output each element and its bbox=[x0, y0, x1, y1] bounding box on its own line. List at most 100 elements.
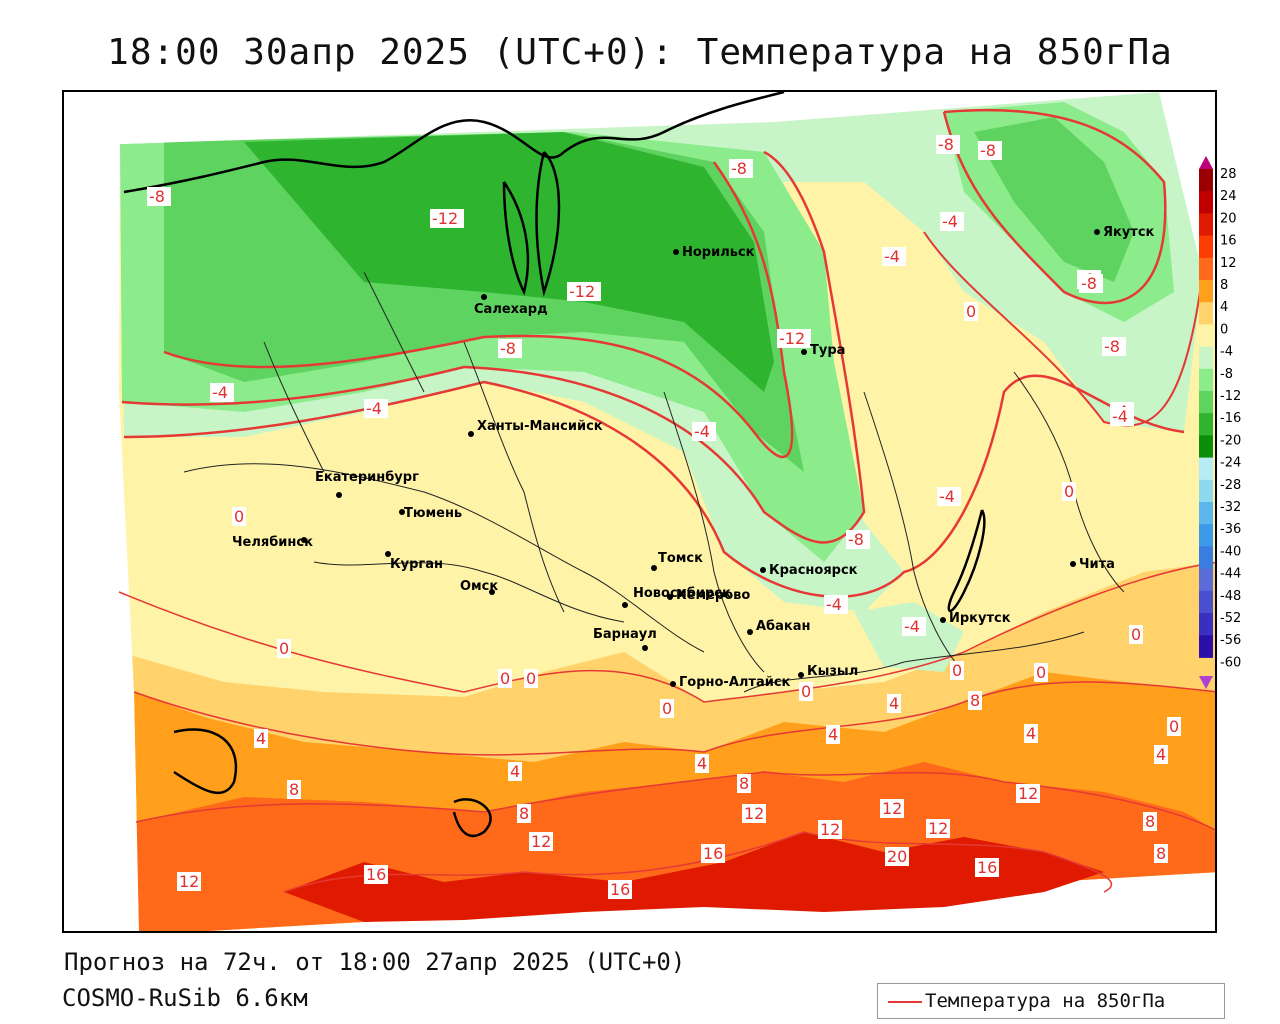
coastline bbox=[123, 92, 986, 838]
contour-value-label: 12 bbox=[818, 820, 842, 839]
lake-west bbox=[173, 728, 238, 794]
colorbar-swatch bbox=[1199, 613, 1213, 636]
contour-label-background bbox=[964, 302, 978, 321]
contour-label-text: 0 bbox=[279, 639, 289, 658]
colorbar-swatch bbox=[1199, 213, 1213, 237]
contour-label-text: 12 bbox=[820, 820, 840, 839]
contour-value-label: 0 bbox=[524, 669, 538, 688]
city-name: Кызыл bbox=[807, 664, 858, 679]
city-name: Якутск bbox=[1103, 225, 1155, 240]
contour-value-label: -4 bbox=[364, 399, 388, 418]
contour-label-text: -4 bbox=[694, 422, 710, 441]
contour-label-text: -12 bbox=[569, 282, 595, 301]
contour-value-label: 8 bbox=[1154, 844, 1168, 863]
contour-label-text: 0 bbox=[1169, 717, 1179, 736]
contour-label-text: 8 bbox=[1145, 812, 1155, 831]
contour-value-label: -4 bbox=[824, 595, 848, 614]
contour-label-background bbox=[430, 209, 464, 228]
contour-value-label: 0 bbox=[1062, 482, 1076, 501]
contour-label-text: -4 bbox=[212, 383, 228, 402]
contour-label-text: 4 bbox=[1026, 724, 1036, 743]
coastline-arctic bbox=[123, 92, 785, 194]
contour-label-text: -8 bbox=[1081, 274, 1097, 293]
colorbar-swatch bbox=[1199, 169, 1213, 192]
city-dot bbox=[622, 602, 628, 608]
contour-label-text: 8 bbox=[1156, 844, 1166, 863]
contour-12 bbox=[283, 831, 1113, 893]
contour-label-text: -4 bbox=[942, 212, 958, 231]
colorbar-tick-label: -60 bbox=[1220, 655, 1241, 670]
contour-value-label: -4 bbox=[692, 422, 716, 441]
city-name: Горно-Алтайск bbox=[679, 675, 791, 690]
colorbar: 28 24 20 16 12 8 4 0 -4 -8 -12 -16 -20 -24 -28 -32 -36 -4… bbox=[1199, 156, 1241, 689]
contour-m8 bbox=[121, 150, 866, 544]
contour-value-label: -8 bbox=[1079, 274, 1103, 293]
border-7 bbox=[263, 341, 325, 473]
colorbar-tick-label: -8 bbox=[1220, 367, 1233, 382]
city-name: Красноярск bbox=[769, 563, 858, 578]
contour-label-background bbox=[882, 247, 906, 266]
colorbar-tick-label: -4 bbox=[1220, 345, 1233, 360]
contour-4 bbox=[133, 681, 1215, 756]
contour-value-label: 8 bbox=[517, 804, 531, 823]
contour-label-text: 0 bbox=[952, 661, 962, 680]
legend: Температура на 850гПа bbox=[877, 983, 1225, 1019]
colorbar-tick-label: -12 bbox=[1220, 389, 1241, 404]
contour-label-background bbox=[887, 694, 901, 713]
border-5 bbox=[863, 391, 965, 673]
colorbar-swatch bbox=[1199, 235, 1213, 259]
colorbar-swatch bbox=[1199, 368, 1213, 392]
contour-label-background bbox=[177, 872, 201, 891]
city-marker: Кемерово bbox=[667, 588, 750, 603]
colorbar-tick-label: 0 bbox=[1220, 322, 1228, 337]
city-dot bbox=[399, 509, 405, 515]
contour-label-background bbox=[660, 699, 674, 718]
contour-label-text: 8 bbox=[289, 780, 299, 799]
city-marker: Екатеринбург bbox=[315, 470, 419, 498]
colorbar-tick-label: 4 bbox=[1220, 300, 1228, 315]
outside-domain-west bbox=[64, 92, 139, 931]
contour-label-text: 0 bbox=[662, 699, 672, 718]
contour-label-text: 0 bbox=[1131, 625, 1141, 644]
city-name: Тюмень bbox=[404, 506, 462, 521]
contour-value-label: -4 bbox=[882, 247, 906, 266]
contour-label-text: 4 bbox=[828, 725, 838, 744]
contour-value-label: -8 bbox=[978, 141, 1002, 160]
contour-value-label: -8 bbox=[936, 135, 960, 154]
contour-value-label: -4 bbox=[937, 487, 961, 506]
contour-label-background bbox=[1143, 812, 1157, 831]
contour-value-label: 4 bbox=[1024, 724, 1038, 743]
contour-label-background bbox=[937, 487, 961, 506]
city-dot bbox=[667, 594, 673, 600]
contour-value-label: -8 bbox=[729, 159, 753, 178]
contour-value-label: 0 bbox=[498, 669, 512, 688]
colorbar-swatch bbox=[1199, 346, 1213, 370]
contour-value-label: 8 bbox=[968, 691, 982, 710]
contour-label-background bbox=[1154, 844, 1168, 863]
band-m12-east bbox=[974, 117, 1134, 282]
contour-label-background bbox=[1034, 663, 1048, 682]
city-name: Барнаул bbox=[593, 627, 657, 642]
contour-label-background bbox=[729, 159, 753, 178]
contour-label-background bbox=[826, 725, 840, 744]
lake-baikal bbox=[947, 509, 986, 613]
contour-value-label: 0 bbox=[1034, 663, 1048, 682]
contour-label-background bbox=[902, 617, 926, 636]
city-name: Чита bbox=[1079, 557, 1115, 572]
city-marker: Норильск bbox=[673, 245, 755, 260]
contour-m12 bbox=[163, 161, 794, 459]
contour-label-background bbox=[978, 141, 1002, 160]
legend-line-swatch bbox=[888, 1001, 922, 1003]
city-marker: Новосибирск bbox=[622, 586, 731, 608]
colorbar-tick-label: -52 bbox=[1220, 611, 1241, 626]
contour-value-label: -12 bbox=[430, 209, 464, 228]
contour-value-label: -4 bbox=[1110, 407, 1134, 426]
colorbar-swatches bbox=[1199, 169, 1213, 658]
colorbar-tick-label: -56 bbox=[1220, 633, 1241, 648]
map-title: 18:00 30апр 2025 (UTC+0): Температура на… bbox=[107, 32, 1173, 73]
city-name: Новосибирск bbox=[633, 586, 731, 601]
city-dot bbox=[760, 567, 766, 573]
colorbar-tick-label: -32 bbox=[1220, 500, 1241, 515]
contour-m4-east bbox=[923, 231, 1205, 427]
contour-label-background bbox=[1016, 784, 1040, 803]
